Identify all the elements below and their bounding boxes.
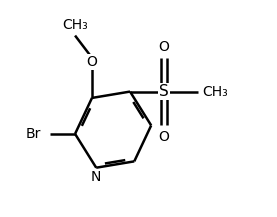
Text: N: N bbox=[91, 170, 101, 184]
Text: CH₃: CH₃ bbox=[202, 85, 228, 99]
Text: CH₃: CH₃ bbox=[62, 18, 88, 32]
Text: O: O bbox=[86, 55, 98, 69]
Text: Br: Br bbox=[26, 127, 41, 141]
Text: O: O bbox=[158, 130, 169, 144]
Text: O: O bbox=[158, 39, 169, 54]
Text: S: S bbox=[159, 84, 169, 99]
